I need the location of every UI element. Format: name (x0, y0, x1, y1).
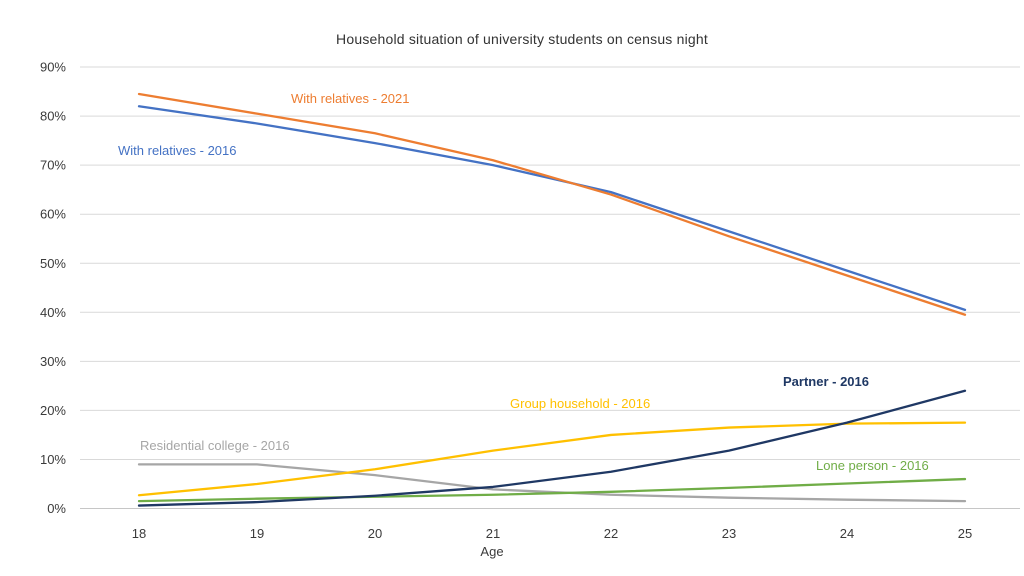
svg-text:19: 19 (250, 526, 264, 541)
x-tick-labels: 18 19 20 21 22 23 24 25 (132, 526, 972, 541)
svg-text:60%: 60% (40, 207, 66, 222)
series-label-lone-person-2016: Lone person - 2016 (816, 458, 929, 473)
line-with-relatives-2021 (137, 92, 967, 316)
svg-text:18: 18 (132, 526, 146, 541)
svg-text:10%: 10% (40, 452, 66, 467)
series-lines (137, 92, 967, 507)
gridlines (80, 66, 1020, 509)
svg-text:22: 22 (604, 526, 618, 541)
y-tick-labels: 0% 10% 20% 30% 40% 50% 60% 70% 80% 90% (40, 60, 66, 516)
series-label-with-relatives-2016: With relatives - 2016 (118, 143, 237, 158)
svg-text:70%: 70% (40, 158, 66, 173)
chart-title: Household situation of university studen… (336, 31, 708, 47)
line-group-household-2016 (137, 421, 967, 497)
svg-text:40%: 40% (40, 305, 66, 320)
svg-text:25: 25 (958, 526, 972, 541)
series-label-with-relatives-2021: With relatives - 2021 (291, 91, 410, 106)
svg-text:20%: 20% (40, 403, 66, 418)
svg-text:0%: 0% (47, 501, 66, 516)
series-label-residential-college-2016: Residential college - 2016 (140, 438, 290, 453)
line-with-relatives-2016 (137, 105, 967, 311)
x-axis-title: Age (480, 544, 504, 559)
svg-text:80%: 80% (40, 109, 66, 124)
series-label-partner-2016: Partner - 2016 (783, 374, 869, 389)
line-lone-person-2016 (137, 477, 967, 503)
series-label-group-household-2016: Group household - 2016 (510, 396, 651, 411)
svg-text:20: 20 (368, 526, 382, 541)
svg-text:21: 21 (486, 526, 500, 541)
svg-text:23: 23 (722, 526, 736, 541)
line-residential-college-2016 (137, 463, 967, 503)
svg-text:24: 24 (840, 526, 854, 541)
line-partner-2016 (137, 389, 967, 507)
svg-text:30%: 30% (40, 354, 66, 369)
svg-text:50%: 50% (40, 256, 66, 271)
svg-text:90%: 90% (40, 60, 66, 75)
